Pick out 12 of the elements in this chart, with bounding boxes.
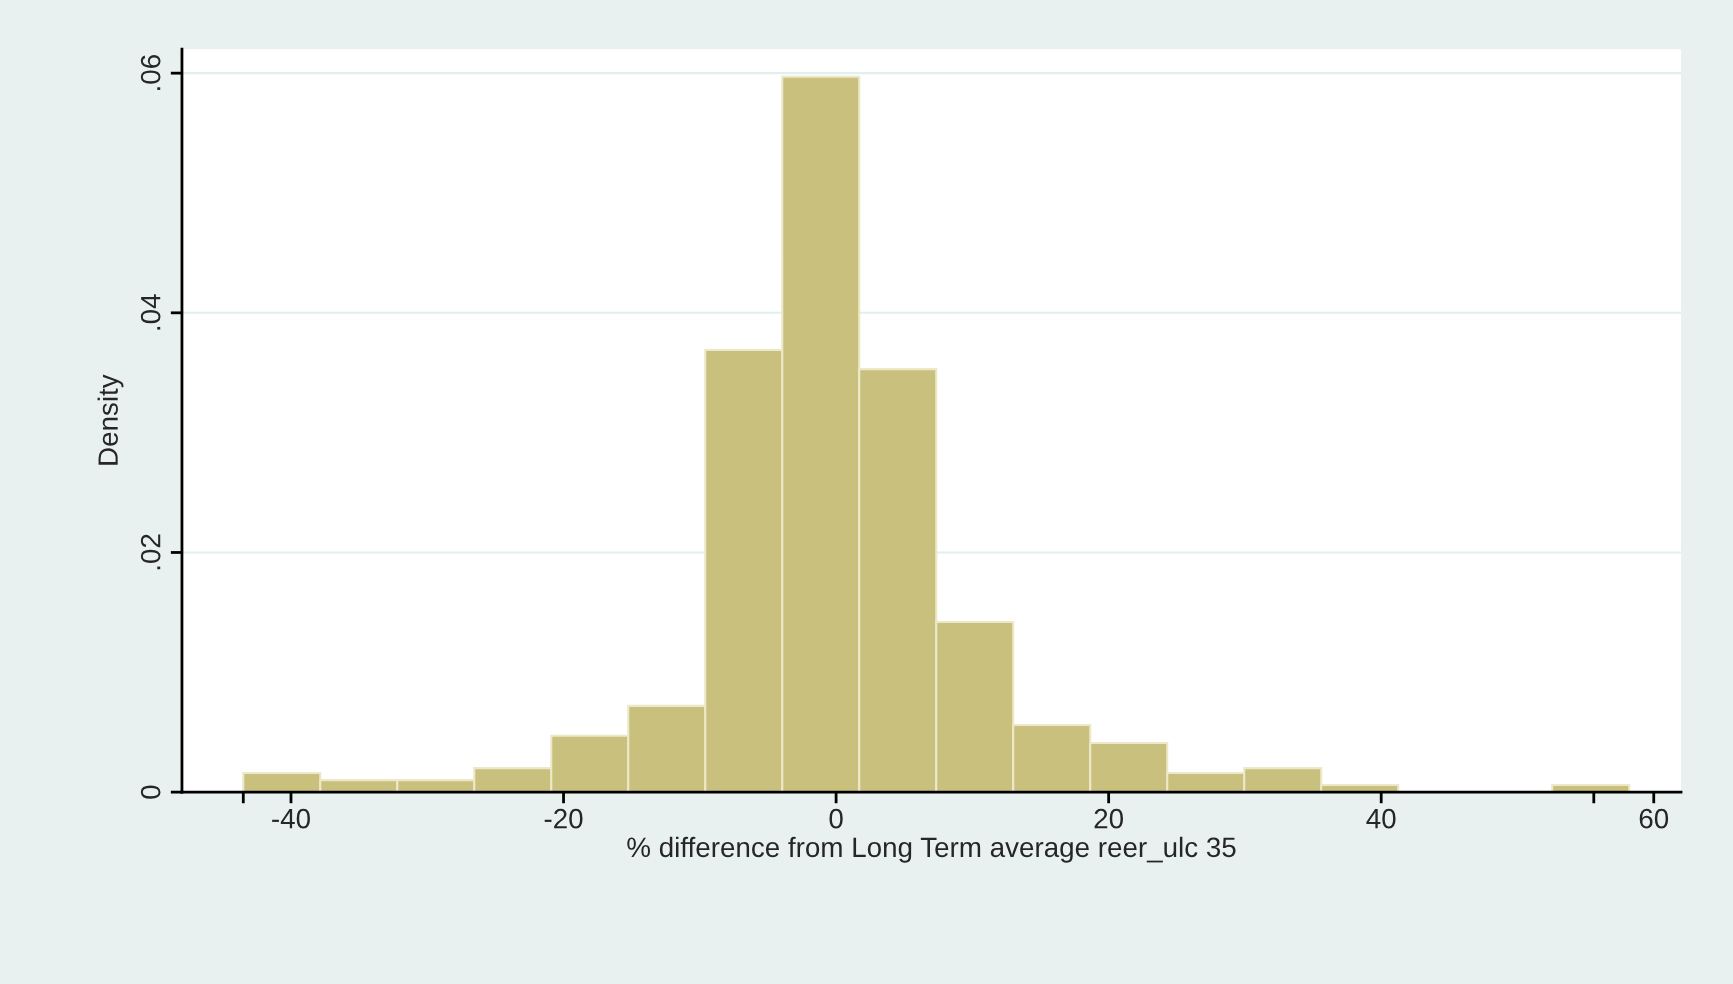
- y-tick-label: .02: [140, 534, 161, 570]
- y-tick-label: 0: [140, 785, 161, 799]
- x-tick-label: 0: [829, 808, 843, 829]
- x-axis-title: % difference from Long Term average reer_ulc 35: [627, 836, 1236, 863]
- x-tick-label: 60: [1639, 808, 1669, 829]
- y-tick-label: .06: [140, 55, 161, 90]
- x-tick-label: 20: [1094, 808, 1124, 829]
- y-axis-title: Density: [97, 374, 124, 465]
- y-tick-label: .04: [140, 294, 161, 330]
- x-tick-label: 40: [1366, 808, 1396, 829]
- x-tick-label: -20: [544, 808, 583, 829]
- x-tick-label: -40: [272, 808, 310, 829]
